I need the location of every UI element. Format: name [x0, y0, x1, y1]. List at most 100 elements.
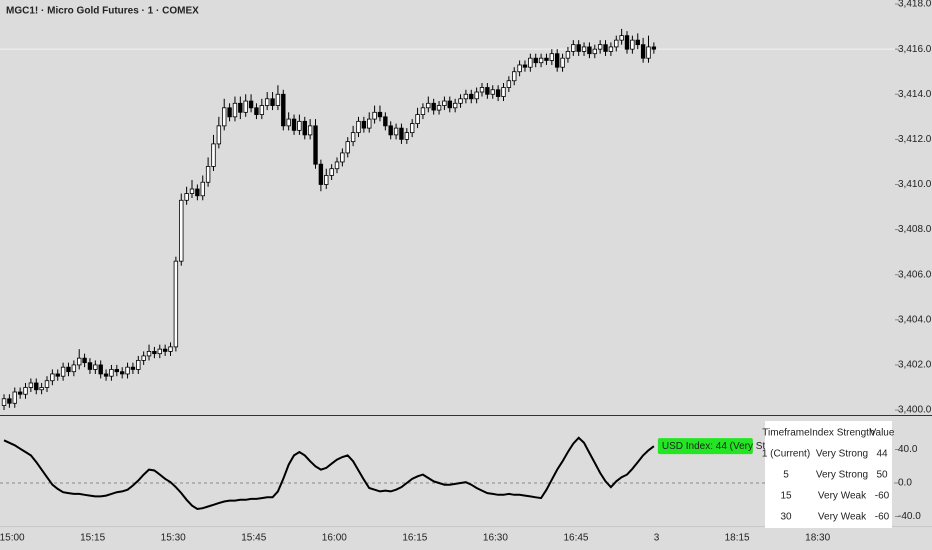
candle-body — [544, 57, 549, 61]
candle-body — [651, 46, 657, 50]
candle-body — [39, 387, 44, 391]
candle-body — [447, 100, 452, 109]
candle-body — [93, 364, 98, 370]
table-cell: -60 — [875, 491, 890, 502]
candle-body — [522, 64, 528, 68]
candle-body — [485, 87, 490, 95]
candle-body — [103, 373, 109, 377]
candle-body — [205, 166, 211, 183]
candle-body — [71, 364, 77, 373]
candle-body — [372, 111, 377, 120]
table-cell: -60 — [875, 512, 890, 523]
candle-body — [377, 111, 383, 118]
candle-body — [345, 141, 350, 154]
table-cell: 50 — [876, 470, 888, 481]
candle-body — [50, 373, 55, 382]
table-cell: 44 — [876, 449, 888, 460]
candle-body — [173, 260, 179, 348]
candle-body — [44, 380, 50, 388]
candle-body — [152, 350, 157, 355]
candle-body — [393, 127, 399, 136]
candle-body — [23, 387, 28, 395]
table-cell: 5 — [783, 470, 789, 481]
candle-body — [168, 346, 173, 352]
y-tick-label: 3,402.0 — [898, 360, 932, 371]
candle-body — [60, 366, 66, 377]
candle-body — [614, 39, 619, 48]
candle-body — [17, 391, 23, 395]
y-tick-label: 3,418.0 — [898, 0, 932, 10]
y-tick-label: 3,404.0 — [898, 314, 932, 325]
candle-body — [474, 91, 479, 100]
y-tick-label: 40.0 — [898, 444, 918, 455]
candle-body — [490, 89, 495, 95]
candle-body — [297, 120, 302, 131]
candle-body — [501, 87, 506, 97]
x-tick-label: 15:30 — [161, 533, 186, 544]
table-cell: 30 — [780, 512, 792, 523]
candle-body — [431, 102, 436, 111]
candle-body — [420, 107, 426, 115]
candle-body — [469, 93, 474, 100]
candle-body — [313, 125, 318, 165]
candle-body — [329, 168, 334, 176]
y-tick-label: 3,414.0 — [898, 89, 932, 100]
candle-body — [458, 98, 463, 104]
candle-body — [77, 357, 82, 366]
candle-body — [361, 120, 367, 129]
candle-body — [216, 125, 222, 145]
candle-body — [576, 44, 581, 52]
candle-body — [98, 364, 103, 375]
candle-body — [399, 127, 404, 140]
candle-body — [452, 102, 458, 109]
x-tick-label: 3 — [654, 533, 660, 544]
candle-body — [275, 93, 281, 106]
x-tick-label: 16:30 — [483, 533, 508, 544]
x-tick-label: 18:30 — [805, 533, 830, 544]
candle-body — [512, 71, 517, 82]
x-tick-label: 16:45 — [563, 533, 588, 544]
candle-body — [7, 398, 12, 404]
y-tick-label: 0.0 — [898, 478, 912, 489]
candle-body — [125, 366, 130, 375]
candle-body — [324, 175, 329, 185]
candle-body — [560, 57, 565, 68]
candle-body — [66, 366, 71, 373]
candle-body — [571, 44, 576, 52]
table-cell: Very Strong — [816, 470, 868, 481]
candle-body — [388, 125, 393, 136]
candle-body — [286, 118, 291, 127]
table-cell: 1 (Current) — [762, 449, 810, 460]
candle-body — [565, 51, 571, 59]
candle-body — [350, 132, 356, 143]
candle-body — [87, 362, 93, 370]
annotation-box — [657, 438, 753, 455]
candle-body — [640, 44, 646, 59]
candle-body — [130, 366, 136, 370]
candle-body — [436, 105, 442, 111]
candle-body — [141, 355, 146, 361]
candle-body — [270, 98, 275, 106]
candle-body — [254, 107, 259, 115]
candle-body — [538, 57, 544, 64]
candle-body — [232, 102, 238, 118]
candle-body — [211, 143, 216, 167]
candle-body — [114, 369, 120, 373]
candle-body — [243, 100, 248, 113]
candle-body — [157, 348, 162, 355]
candle-body — [119, 371, 125, 375]
candle-body — [1, 398, 7, 406]
candle-body — [318, 163, 324, 185]
x-tick-label: 16:00 — [322, 533, 347, 544]
candle-body — [222, 107, 227, 127]
candle-body — [238, 102, 243, 113]
candle-body — [281, 93, 286, 127]
candle-body — [608, 46, 614, 52]
candle-body — [184, 193, 189, 201]
x-tick-label: 18:15 — [725, 533, 750, 544]
candle-body — [136, 360, 141, 370]
candle-body — [635, 39, 640, 46]
candle-body — [307, 125, 313, 136]
candle-body — [463, 93, 469, 100]
